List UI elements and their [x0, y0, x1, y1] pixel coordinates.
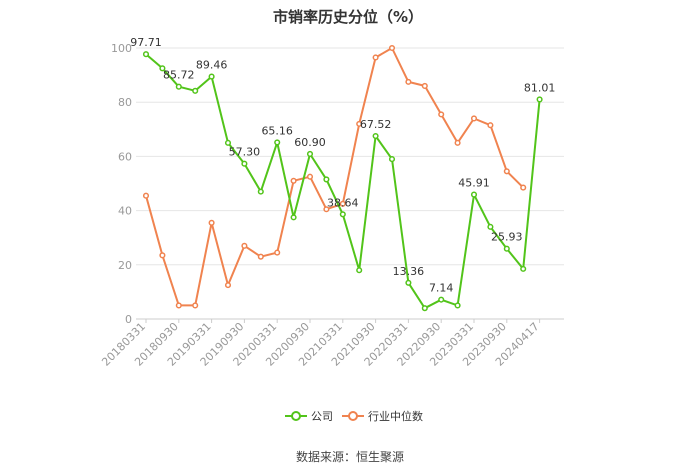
data-point — [323, 206, 330, 213]
data-label: 67.52 — [360, 118, 392, 131]
data-label: 97.71 — [130, 36, 162, 49]
legend-marker — [348, 411, 358, 421]
data-point — [257, 253, 264, 260]
data-point — [241, 160, 248, 167]
data-point — [339, 211, 346, 218]
legend[interactable]: 公司 行业中位数 — [285, 409, 423, 423]
data-point — [175, 302, 182, 309]
data-point — [405, 279, 412, 286]
data-label: 65.16 — [261, 124, 293, 137]
data-point — [438, 296, 445, 303]
data-point — [274, 249, 281, 256]
data-label: 45.91 — [458, 177, 490, 190]
data-label: 57.30 — [229, 146, 261, 159]
data-point — [241, 242, 248, 249]
data-point — [388, 156, 396, 163]
data-point — [388, 44, 396, 52]
data-point — [257, 188, 264, 195]
data-point — [421, 305, 428, 312]
data-point — [470, 115, 478, 122]
y-axis: 0 20 40 60 80 100 — [111, 42, 132, 326]
data-point — [224, 139, 232, 146]
data-point — [470, 191, 478, 198]
legend-label: 公司 — [311, 410, 333, 423]
data-label: 85.72 — [163, 69, 195, 82]
data-label: 89.46 — [196, 59, 228, 72]
data-point — [372, 132, 379, 140]
data-point — [306, 150, 314, 158]
data-point — [454, 139, 461, 146]
series-layer — [142, 44, 543, 312]
series-line-1 — [145, 47, 524, 307]
data-point — [503, 245, 510, 252]
data-label: 81.01 — [524, 81, 556, 94]
data-point — [192, 87, 199, 94]
legend-item-0[interactable]: 公司 — [285, 410, 333, 423]
data-point — [454, 302, 461, 309]
data-point — [536, 96, 543, 103]
data-point — [520, 265, 527, 272]
y-tick-label: 20 — [118, 259, 132, 272]
data-point — [208, 219, 215, 226]
y-tick-label: 60 — [118, 150, 132, 163]
data-point — [372, 54, 379, 61]
data-point — [438, 111, 445, 118]
grid — [136, 47, 564, 320]
data-point — [487, 122, 494, 129]
y-tick-label: 0 — [125, 313, 132, 326]
y-tick-label: 100 — [111, 42, 132, 55]
data-point — [405, 78, 412, 85]
data-point — [356, 267, 363, 274]
data-point — [323, 176, 330, 183]
data-label: 60.90 — [294, 136, 326, 149]
data-point — [290, 177, 297, 184]
data-point — [224, 282, 232, 289]
chart-title: 市销率历史分位（%） — [273, 8, 423, 26]
data-label: 25.93 — [491, 231, 523, 244]
y-tick-label: 40 — [118, 205, 132, 218]
legend-label: 行业中位数 — [368, 409, 423, 423]
data-label: 13.36 — [393, 265, 425, 278]
data-point — [290, 214, 297, 221]
data-point — [356, 120, 363, 127]
data-point — [159, 252, 166, 259]
y-tick-label: 80 — [118, 96, 132, 109]
data-point — [142, 192, 150, 199]
data-point — [306, 173, 314, 180]
x-axis: 2018033120180930201903312019093020200331… — [99, 319, 542, 369]
data-label: 38.64 — [327, 196, 359, 209]
data-point — [208, 73, 215, 80]
data-point — [339, 200, 346, 207]
data-point — [274, 139, 281, 146]
legend-marker — [291, 411, 301, 421]
data-point — [503, 168, 510, 175]
data-point — [487, 223, 494, 230]
legend-item-1[interactable]: 行业中位数 — [342, 409, 423, 423]
data-point — [421, 82, 428, 89]
data-point — [520, 184, 527, 191]
data-label: 7.14 — [429, 282, 454, 295]
source-note: 数据来源：恒生聚源 — [296, 449, 404, 464]
data-point — [142, 51, 150, 58]
data-point — [192, 302, 199, 309]
data-point — [175, 83, 182, 90]
data-point — [159, 65, 166, 72]
